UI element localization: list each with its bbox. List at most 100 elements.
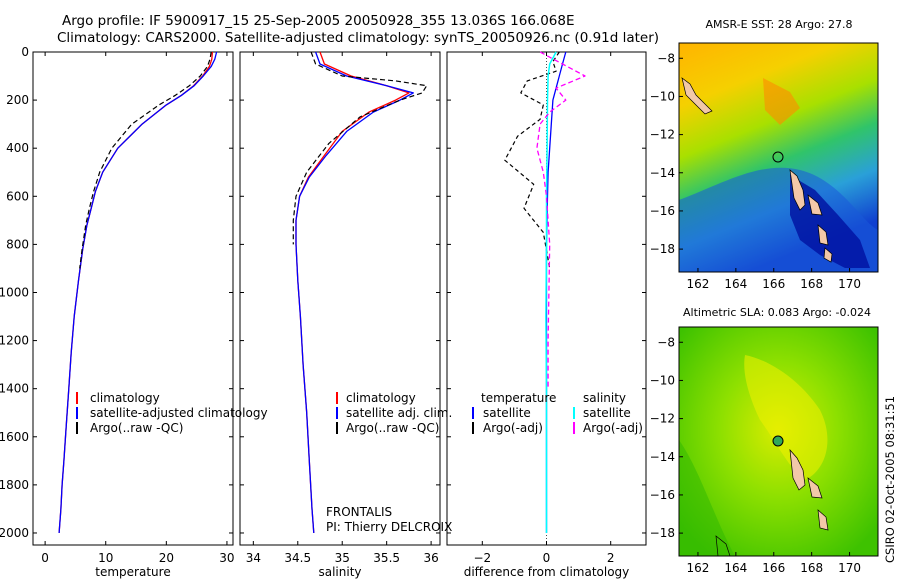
legend-label: satellite-adjusted climatology — [90, 406, 268, 420]
plot-frame — [32, 51, 234, 546]
salinity-legend: climatology satellite adj. clim. Argo(..… — [336, 391, 452, 435]
map-x-tick-label: 166 — [762, 561, 785, 575]
series-line — [504, 51, 560, 269]
salinity-profile-plot: 34 34.5 35 35.5 36 salinity — [239, 51, 441, 579]
island-shape — [807, 194, 823, 216]
x-tick-label: 34 — [246, 551, 261, 565]
map-y-tick-label: −18 — [650, 526, 675, 540]
map-y-tick-label: −18 — [650, 242, 675, 256]
sla-map: Altimetric SLA: 0.083 Argo: -0.024 162 16… — [650, 306, 879, 575]
sla-map-frame — [678, 326, 879, 557]
high-sla-region — [744, 355, 828, 480]
island-shape — [817, 224, 829, 246]
x-tick-label: −2 — [473, 551, 491, 565]
map-y-tick-label: −10 — [650, 89, 675, 103]
figure-title-line2: Climatology: CARS2000. Satellite-adjuste… — [57, 30, 659, 46]
island-shape — [817, 509, 829, 531]
legend-group-title: temperature — [481, 391, 556, 405]
legend-label: satellite adj. clim. — [346, 406, 452, 420]
sst-map: AMSR-E SST: 28 Argo: 27.8 162 164 166 168 17… — [650, 18, 879, 291]
series-line — [536, 51, 586, 389]
map-y-tick-label: −12 — [650, 412, 675, 426]
program-label: FRONTALIS — [326, 505, 392, 519]
legend-label: climatology — [346, 391, 416, 405]
series-line — [58, 51, 218, 534]
x-axis-label: salinity — [318, 565, 361, 579]
map-x-tick-label: 168 — [800, 561, 823, 575]
y-tick-label: 1000 — [0, 285, 29, 299]
legend-label: climatology — [90, 391, 160, 405]
x-tick-label: 35.5 — [373, 551, 400, 565]
y-tick-label: 400 — [6, 141, 29, 155]
temperature-profile-plot: 0 200 400 600 800 1000 1200 1400 1600 1800 2000 0 10… — [0, 45, 235, 579]
y-tick-label: 2000 — [0, 526, 29, 540]
x-tick-label: 0 — [41, 551, 49, 565]
series-line — [79, 51, 212, 269]
x-tick-label: 34.5 — [284, 551, 311, 565]
map-y-tick-label: −8 — [657, 335, 675, 349]
map-y-tick-label: −12 — [650, 128, 675, 142]
y-tick-label: 600 — [6, 189, 29, 203]
x-tick-label: 35 — [335, 551, 350, 565]
y-tick-label: 1600 — [0, 430, 29, 444]
x-tick-label: 10 — [98, 551, 113, 565]
series-line — [545, 51, 557, 533]
argo-location-marker — [772, 151, 784, 163]
figure-title-line1: Argo profile: IF 5900917_15 25-Sep-2005 … — [62, 13, 575, 29]
plot-frame — [239, 51, 441, 546]
map-y-tick-label: −8 — [657, 51, 675, 65]
island-shape — [681, 77, 713, 115]
legend-group-title: salinity — [583, 391, 626, 405]
series-line — [295, 51, 414, 534]
map-y-tick-label: −14 — [650, 166, 675, 180]
map-x-tick-label: 162 — [686, 277, 709, 291]
map-x-tick-label: 164 — [724, 561, 747, 575]
argo-location-marker — [772, 435, 784, 447]
x-axis-label: difference from climatology — [464, 565, 630, 579]
y-tick-label: 1200 — [0, 334, 29, 348]
map-y-tick-label: −16 — [650, 488, 675, 502]
y-tick-label: 200 — [6, 93, 29, 107]
y-tick-label: 1800 — [0, 478, 29, 492]
map-x-tick-label: 168 — [800, 277, 823, 291]
legend-label: satellite — [583, 406, 631, 420]
map-x-tick-label: 170 — [838, 277, 861, 291]
legend-label: Argo(..raw -QC) — [346, 421, 439, 435]
sst-map-title: AMSR-E SST: 28 Argo: 27.8 — [705, 18, 852, 31]
legend-label: Argo(..raw -QC) — [90, 421, 183, 435]
map-x-tick-label: 170 — [838, 561, 861, 575]
sla-map-title: Altimetric SLA: 0.083 Argo: -0.024 — [683, 306, 871, 319]
map-y-tick-label: −14 — [650, 450, 675, 464]
map-x-tick-label: 166 — [762, 277, 785, 291]
island-shape — [789, 448, 806, 491]
map-y-tick-label: −16 — [650, 204, 675, 218]
map-x-tick-label: 162 — [686, 561, 709, 575]
temperature-legend: climatology satellite-adjusted climatolo… — [76, 391, 268, 435]
difference-legend: temperature salinity satellite Argo(-adj… — [472, 391, 643, 435]
x-tick-label: 36 — [423, 551, 438, 565]
x-tick-label: 30 — [219, 551, 234, 565]
island-shape — [823, 247, 833, 263]
warm-patch — [763, 78, 800, 125]
legend-label: satellite — [483, 406, 531, 420]
map-y-tick-label: −10 — [650, 373, 675, 387]
pi-label: PI: Thierry DELCROIX — [326, 520, 452, 534]
y-tick-label: 0 — [21, 45, 29, 59]
x-tick-label: 0 — [543, 551, 551, 565]
x-axis-label: temperature — [95, 565, 170, 579]
x-tick-label: 2 — [607, 551, 615, 565]
map-x-tick-label: 164 — [724, 277, 747, 291]
island-shape — [789, 169, 806, 211]
low-sla-region — [679, 440, 735, 556]
y-tick-label: 800 — [6, 237, 29, 251]
timestamp-label: CSIRO 02-Oct-2005 08:31:51 — [883, 396, 897, 563]
series-line — [292, 51, 428, 245]
sst-map-frame — [678, 42, 879, 273]
legend-label: Argo(-adj) — [583, 421, 643, 435]
legend-label: Argo(-adj) — [483, 421, 543, 435]
x-tick-label: 20 — [159, 551, 174, 565]
y-tick-label: 1400 — [0, 382, 29, 396]
island-shape — [807, 477, 823, 499]
